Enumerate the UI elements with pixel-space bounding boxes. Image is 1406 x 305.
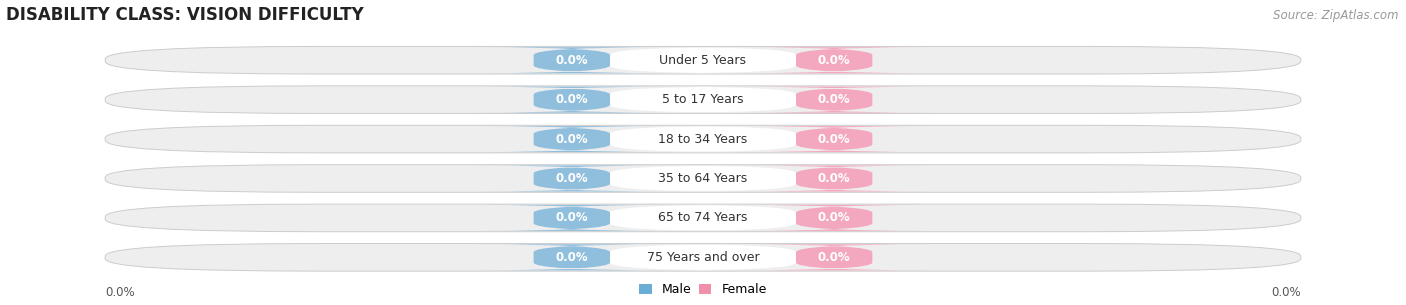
Text: 0.0%: 0.0% [818,54,851,67]
FancyBboxPatch shape [477,126,666,152]
FancyBboxPatch shape [610,166,796,192]
FancyBboxPatch shape [740,205,929,231]
Text: 0.0%: 0.0% [818,251,851,264]
Text: 0.0%: 0.0% [555,54,588,67]
Text: 5 to 17 Years: 5 to 17 Years [662,93,744,106]
FancyBboxPatch shape [740,126,929,152]
Text: 0.0%: 0.0% [555,93,588,106]
FancyBboxPatch shape [105,165,1301,192]
Text: 0.0%: 0.0% [818,172,851,185]
FancyBboxPatch shape [740,87,929,113]
FancyBboxPatch shape [610,87,796,113]
FancyBboxPatch shape [477,47,666,73]
Text: 0.0%: 0.0% [818,93,851,106]
Legend: Male, Female: Male, Female [634,278,772,301]
Text: DISABILITY CLASS: VISION DIFFICULTY: DISABILITY CLASS: VISION DIFFICULTY [6,5,363,23]
Text: 0.0%: 0.0% [1271,286,1301,299]
FancyBboxPatch shape [740,166,929,192]
FancyBboxPatch shape [610,126,796,152]
Text: 65 to 74 Years: 65 to 74 Years [658,211,748,224]
Text: 35 to 64 Years: 35 to 64 Years [658,172,748,185]
FancyBboxPatch shape [105,86,1301,113]
Text: 0.0%: 0.0% [555,133,588,145]
Text: 0.0%: 0.0% [818,133,851,145]
Text: 0.0%: 0.0% [555,211,588,224]
Text: 0.0%: 0.0% [555,172,588,185]
Text: 18 to 34 Years: 18 to 34 Years [658,133,748,145]
FancyBboxPatch shape [740,244,929,270]
FancyBboxPatch shape [477,87,666,113]
FancyBboxPatch shape [610,244,796,270]
FancyBboxPatch shape [740,47,929,73]
Text: Source: ZipAtlas.com: Source: ZipAtlas.com [1274,9,1399,22]
Text: 0.0%: 0.0% [105,286,135,299]
Text: 0.0%: 0.0% [818,211,851,224]
FancyBboxPatch shape [105,204,1301,232]
FancyBboxPatch shape [477,244,666,270]
FancyBboxPatch shape [105,125,1301,153]
FancyBboxPatch shape [105,46,1301,74]
Text: 75 Years and over: 75 Years and over [647,251,759,264]
FancyBboxPatch shape [610,205,796,231]
FancyBboxPatch shape [610,47,796,73]
FancyBboxPatch shape [477,205,666,231]
Text: 0.0%: 0.0% [555,251,588,264]
FancyBboxPatch shape [105,244,1301,271]
Text: Under 5 Years: Under 5 Years [659,54,747,67]
FancyBboxPatch shape [477,166,666,192]
